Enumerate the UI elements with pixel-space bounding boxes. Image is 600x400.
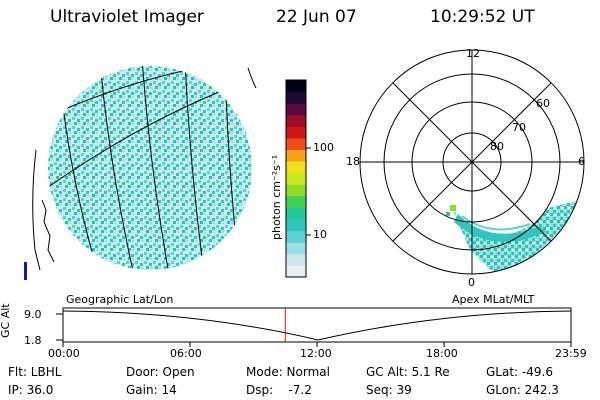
colorbar-cell	[286, 242, 306, 255]
colorbar-cell	[286, 207, 306, 220]
colorbar-cell	[286, 103, 306, 116]
status-dsp: Dsp: -7.2	[246, 383, 312, 397]
status-gc-alt: GC Alt: 5.1 Re	[366, 365, 450, 379]
status-filter: Flt: LBHL	[8, 365, 62, 379]
alt-y-tick-9: 9.0	[24, 308, 42, 321]
alt-x-tick-2359: 23:59	[555, 347, 587, 360]
colorbar-cell	[286, 219, 306, 232]
mlat-label-80: 80	[490, 140, 504, 153]
instrument-title: Ultraviolet Imager	[50, 7, 204, 27]
alt-x-tick-0600: 06:00	[170, 347, 202, 360]
status-glat: GLat: -49.6	[486, 365, 553, 379]
polar-plot	[359, 49, 585, 275]
geographic-projection-label: Geographic Lat/Lon	[66, 293, 174, 306]
mlt-label-18: 18	[346, 155, 360, 168]
alt-x-tick-1800: 18:00	[426, 347, 458, 360]
alt-y-tick-1-8: 1.8	[24, 334, 42, 347]
colorbar-tick-10: 10	[313, 228, 327, 241]
altitude-plot	[56, 307, 572, 347]
mlat-label-60: 60	[536, 97, 550, 110]
colorbar-cell	[286, 184, 306, 197]
status-mode: Mode: Normal	[246, 365, 330, 379]
apex-projection-label: Apex MLat/MLT	[452, 293, 535, 306]
mlt-label-12: 12	[466, 47, 480, 60]
status-glon: GLon: 242.3	[486, 383, 559, 397]
colorbar	[285, 79, 311, 278]
colorbar-cell	[286, 80, 306, 93]
colorbar-cell	[286, 253, 306, 266]
status-door: Door: Open	[126, 365, 195, 379]
colorbar-cell	[286, 137, 306, 151]
alt-y-label: GC Alt	[0, 303, 12, 338]
status-seq: Seq: 39	[366, 383, 412, 397]
colorbar-cell	[286, 172, 306, 185]
colorbar-cell	[286, 230, 306, 243]
colorbar-unit-label: photon cm⁻²s⁻¹	[270, 154, 283, 240]
colorbar-cell	[286, 149, 306, 162]
status-ip: IP: 36.0	[8, 383, 54, 397]
colorbar-cell	[286, 265, 306, 278]
date-label: 22 Jun 07	[276, 7, 357, 27]
colorbar-cell	[286, 161, 306, 174]
mlt-label-0: 0	[468, 276, 475, 289]
alt-x-tick-1200: 12:00	[300, 347, 332, 360]
mlat-label-70: 70	[512, 121, 526, 134]
colorbar-cell	[286, 126, 306, 139]
mlt-label-6: 6	[578, 155, 585, 168]
colorbar-cell	[286, 195, 306, 208]
colorbar-tick-100: 100	[313, 141, 334, 154]
status-gain: Gain: 14	[126, 383, 177, 397]
time-label: 10:29:52 UT	[430, 7, 535, 27]
earth-image	[24, 66, 252, 280]
alt-x-tick-0000: 00:00	[48, 347, 80, 360]
colorbar-cell	[286, 114, 306, 127]
colorbar-cell	[286, 91, 306, 104]
